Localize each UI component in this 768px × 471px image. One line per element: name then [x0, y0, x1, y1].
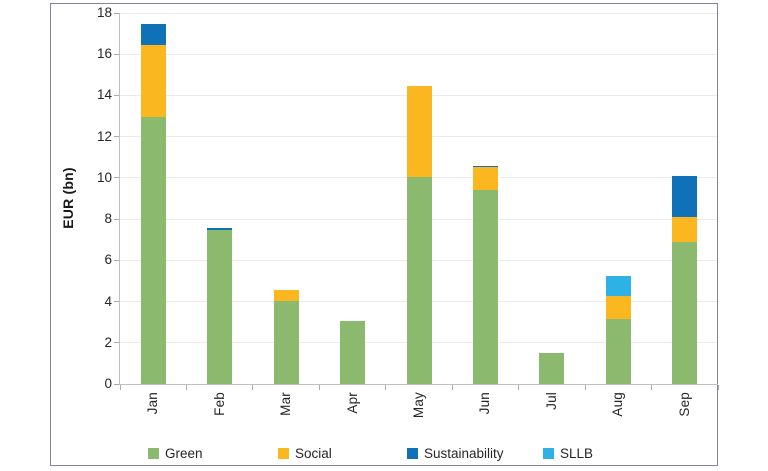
bar-segment-green	[207, 230, 233, 384]
bar-segment-social	[140, 44, 166, 118]
bar-segment-sllb	[605, 275, 631, 297]
x-axis-line	[119, 384, 718, 385]
bar-segment-green	[539, 353, 565, 384]
x-tick	[584, 385, 586, 390]
bar-segment-social	[406, 86, 432, 177]
y-tick-label: 4	[104, 293, 112, 309]
y-tick	[114, 53, 119, 55]
bar-segment-sustainability	[140, 24, 166, 45]
legend-item-social: Social	[278, 445, 332, 461]
bar-segment-green	[406, 176, 432, 384]
legend-swatch-sllb	[543, 447, 554, 459]
bar-segment-green	[140, 117, 166, 384]
y-tick	[114, 259, 119, 261]
bar-segment-sustainability	[207, 228, 233, 231]
legend-item-sllb: SLLB	[543, 445, 594, 461]
bar-segment-green	[340, 321, 366, 384]
y-tick	[114, 94, 119, 96]
x-tick	[717, 385, 719, 390]
x-tick	[119, 385, 121, 390]
legend-swatch-sustainability	[407, 447, 418, 459]
y-tick-label: 2	[104, 334, 112, 350]
legend-label: Green	[165, 445, 203, 461]
legend-item-green: Green	[148, 445, 203, 461]
x-tick	[385, 385, 387, 390]
bar-segment-sustainability	[672, 175, 698, 218]
legend-swatch-social	[278, 447, 289, 459]
bar-segment-social	[672, 217, 698, 242]
y-tick-label: 18	[96, 5, 112, 20]
bar-segment-social	[605, 296, 631, 320]
x-tick	[518, 385, 520, 390]
y-axis-line	[119, 13, 120, 384]
y-tick	[114, 342, 119, 344]
y-tick-label: 12	[96, 128, 112, 144]
bar-segment-green	[605, 319, 631, 384]
x-tick-label: Feb	[211, 392, 227, 416]
x-tick-label: Apr	[344, 392, 360, 414]
y-tick-label: 10	[96, 169, 112, 185]
x-tick	[185, 385, 187, 390]
gridline	[120, 12, 717, 14]
x-tick-label: Jun	[477, 392, 493, 415]
y-tick	[114, 301, 119, 303]
legend-label: SLLB	[560, 445, 594, 461]
x-tick-label: Mar	[278, 392, 294, 416]
x-tick	[318, 385, 320, 390]
bar-segment-sustainability	[472, 165, 498, 167]
y-tick	[114, 12, 119, 14]
x-tick-label: Jul	[543, 392, 559, 410]
y-axis-title: EUR (bn)	[60, 167, 76, 229]
legend-item-sustainability: Sustainability	[407, 445, 504, 461]
y-tick	[114, 136, 119, 138]
y-tick-label: 8	[104, 211, 112, 227]
legend-label: Sustainability	[424, 445, 504, 461]
y-tick-label: 6	[104, 252, 112, 268]
y-tick	[114, 177, 119, 179]
x-tick	[451, 385, 453, 390]
x-tick-label: Sep	[676, 392, 692, 417]
bar-segment-green	[672, 241, 698, 384]
bar-segment-social	[472, 166, 498, 191]
legend-label: Social	[295, 445, 332, 461]
x-tick-label: May	[411, 392, 426, 419]
x-tick	[252, 385, 254, 390]
x-tick	[651, 385, 653, 390]
legend-swatch-green	[148, 447, 159, 459]
y-tick-label: 14	[96, 87, 112, 103]
x-tick-label: Jan	[145, 392, 161, 415]
bar-segment-green	[273, 300, 299, 384]
y-tick-label: 0	[104, 376, 112, 391]
bar-segment-social	[273, 290, 299, 301]
y-tick	[114, 218, 119, 220]
y-tick-label: 16	[96, 46, 112, 62]
bar-segment-green	[472, 190, 498, 384]
x-tick-label: Aug	[610, 392, 626, 417]
gridline	[120, 53, 717, 55]
y-tick	[114, 383, 119, 385]
